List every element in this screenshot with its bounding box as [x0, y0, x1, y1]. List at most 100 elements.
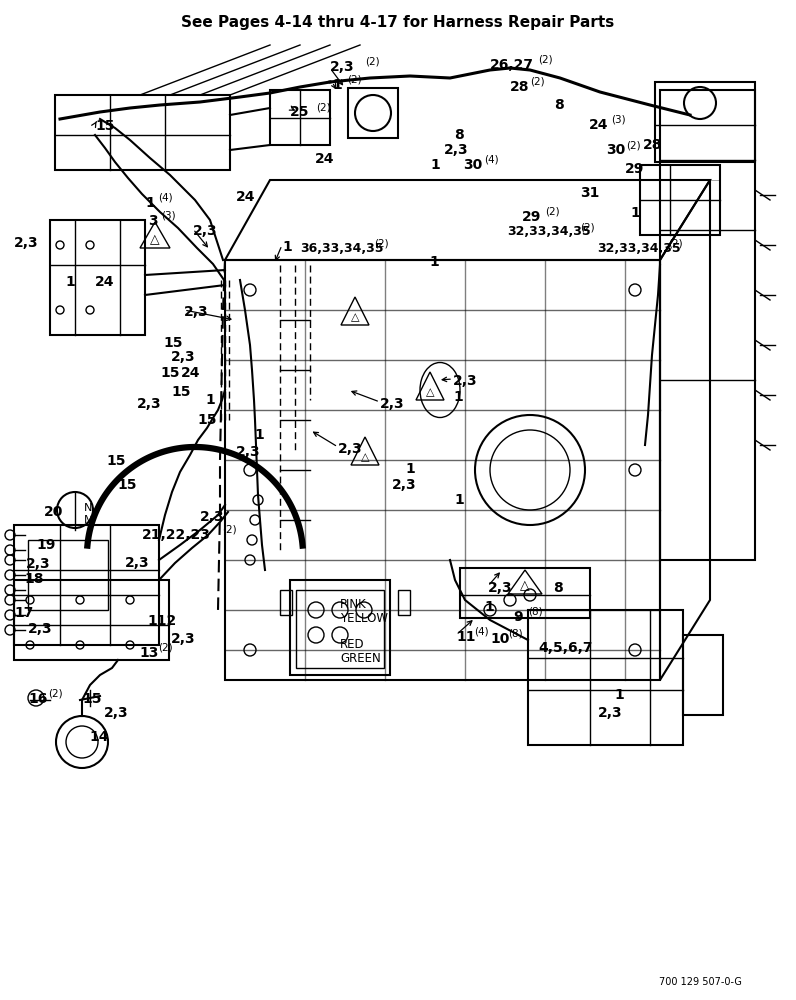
Text: △: △	[521, 580, 530, 592]
Text: 2,3: 2,3	[14, 236, 39, 250]
Text: 2,3: 2,3	[171, 632, 196, 646]
Text: 2,3: 2,3	[444, 143, 469, 157]
Text: 10: 10	[490, 632, 509, 646]
Text: 15: 15	[197, 413, 217, 427]
Text: 1: 1	[454, 493, 464, 507]
Text: 15: 15	[163, 336, 182, 350]
Text: 8: 8	[454, 128, 464, 142]
Text: △: △	[351, 312, 359, 322]
Text: M: M	[84, 515, 94, 525]
Text: (8): (8)	[508, 629, 523, 639]
Text: 1: 1	[65, 275, 75, 289]
Text: △: △	[361, 452, 369, 462]
Text: 1: 1	[484, 600, 494, 614]
Text: (2): (2)	[538, 55, 552, 65]
Text: △: △	[426, 387, 435, 397]
Text: 2,3: 2,3	[193, 224, 217, 238]
Bar	[28, 540, 108, 610]
Bar	[280, 590, 292, 615]
Text: RED: RED	[340, 638, 365, 651]
Text: 36,33,34,35: 36,33,34,35	[300, 242, 384, 255]
Text: 2,3: 2,3	[184, 305, 209, 319]
Text: 25: 25	[290, 105, 310, 119]
Text: (2): (2)	[347, 75, 361, 85]
Text: 2,3: 2,3	[338, 442, 363, 456]
Bar	[398, 590, 410, 615]
Text: 24: 24	[589, 118, 608, 132]
Text: GREEN: GREEN	[340, 652, 380, 665]
Text: 31: 31	[580, 186, 599, 200]
Text: 2,3: 2,3	[26, 557, 51, 571]
Text: 1: 1	[614, 688, 624, 702]
Text: 2,3: 2,3	[104, 706, 129, 720]
Text: 8: 8	[553, 581, 563, 595]
Text: 24: 24	[315, 152, 334, 166]
Text: 1: 1	[630, 206, 640, 220]
Text: 8: 8	[554, 98, 564, 112]
Bar	[348, 88, 398, 138]
Text: 15: 15	[82, 692, 102, 706]
Bar	[640, 165, 720, 235]
Text: 24: 24	[236, 190, 256, 204]
Text: (8): (8)	[528, 607, 543, 617]
Text: 1: 1	[430, 158, 439, 172]
Text: (2): (2)	[374, 239, 388, 249]
Text: 2,3: 2,3	[392, 478, 416, 492]
Text: 1: 1	[205, 393, 215, 407]
Text: 21,22,23: 21,22,23	[142, 528, 211, 542]
Text: 1: 1	[453, 390, 462, 404]
Bar	[270, 90, 330, 145]
Text: 17: 17	[14, 606, 33, 620]
Text: 1: 1	[429, 255, 439, 269]
Bar	[296, 590, 384, 668]
Bar	[55, 95, 230, 170]
Text: 1: 1	[282, 240, 292, 254]
Text: 4,5,6,7: 4,5,6,7	[538, 641, 592, 655]
Bar	[528, 610, 683, 745]
Text: 1: 1	[254, 428, 263, 442]
Text: 30: 30	[463, 158, 482, 172]
Text: 1: 1	[145, 196, 154, 210]
Text: 19: 19	[36, 538, 56, 552]
Text: 2,3: 2,3	[171, 350, 196, 364]
Bar	[660, 90, 755, 560]
Text: 32,33,34,35: 32,33,34,35	[507, 225, 591, 238]
Text: (2): (2)	[668, 239, 683, 249]
Text: (4): (4)	[484, 155, 498, 165]
Text: 2,3: 2,3	[330, 60, 355, 74]
Text: See Pages 4-14 thru 4-17 for Harness Repair Parts: See Pages 4-14 thru 4-17 for Harness Rep…	[181, 14, 615, 29]
Text: 24: 24	[95, 275, 115, 289]
Text: (4): (4)	[158, 193, 173, 203]
Text: 2,3: 2,3	[137, 397, 162, 411]
Text: 2,3: 2,3	[28, 622, 53, 636]
Text: △: △	[150, 233, 160, 246]
Text: (2): (2)	[580, 222, 595, 232]
Bar	[50, 220, 145, 335]
Text: (2): (2)	[48, 689, 63, 699]
Text: 9: 9	[513, 610, 523, 624]
Text: 15: 15	[160, 366, 180, 380]
Text: 32,33,34,35: 32,33,34,35	[597, 242, 681, 255]
Text: 13: 13	[139, 646, 158, 660]
Bar	[14, 525, 159, 645]
Text: 2,3: 2,3	[598, 706, 622, 720]
Text: 29: 29	[522, 210, 541, 224]
Text: 28: 28	[643, 138, 662, 152]
Text: 2,3: 2,3	[200, 510, 224, 524]
Text: 28: 28	[510, 80, 529, 94]
Text: PINK: PINK	[340, 598, 367, 611]
Text: 30: 30	[606, 143, 625, 157]
Text: 2,3: 2,3	[380, 397, 404, 411]
Text: 24: 24	[181, 366, 201, 380]
Text: 3: 3	[148, 214, 158, 228]
Text: 2,3: 2,3	[488, 581, 513, 595]
Text: 26,27: 26,27	[490, 58, 534, 72]
Text: 700 129 507-0-G: 700 129 507-0-G	[658, 977, 741, 987]
Bar	[655, 82, 755, 162]
Bar	[14, 580, 169, 660]
Text: 2,3: 2,3	[125, 556, 150, 570]
Text: 112: 112	[147, 614, 176, 628]
Text: 16: 16	[28, 692, 48, 706]
Bar	[683, 635, 723, 715]
Text: 29: 29	[625, 162, 645, 176]
